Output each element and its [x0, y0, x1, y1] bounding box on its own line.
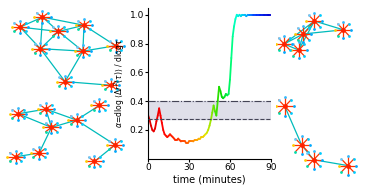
X-axis label: time (minutes): time (minutes) [173, 175, 246, 185]
Bar [148, 101, 271, 119]
Y-axis label: $\alpha$=dlog $\langle\Delta r^2(\tau)\rangle$ / dlog$\tau$: $\alpha$=dlog $\langle\Delta r^2(\tau)\r… [112, 38, 127, 128]
